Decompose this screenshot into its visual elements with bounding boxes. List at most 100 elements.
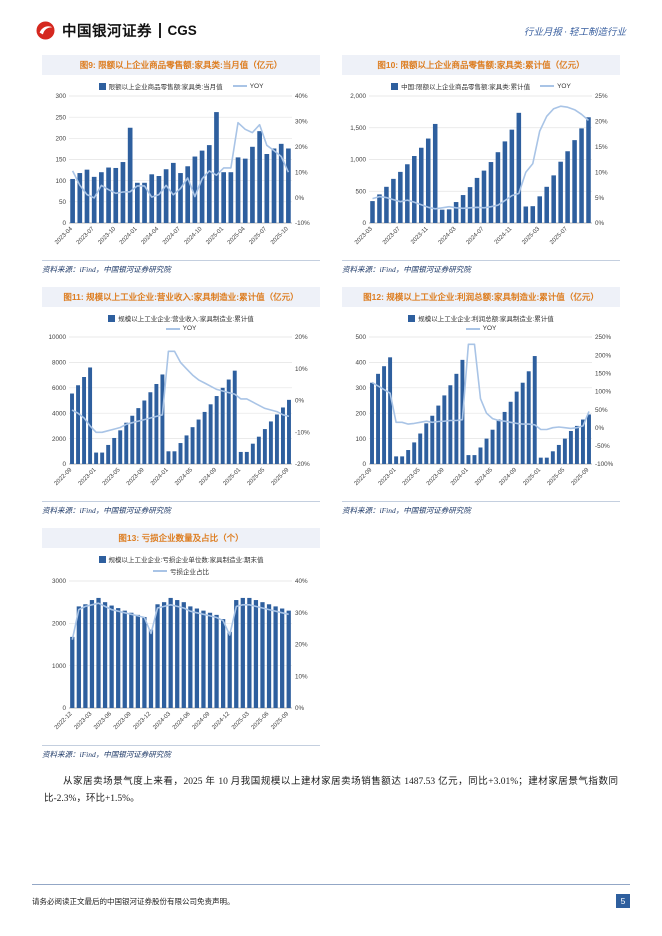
brand-name-en: CGS — [167, 23, 197, 38]
svg-text:40%: 40% — [295, 578, 308, 585]
figure11-title: 图11: 规模以上工业企业:营业收入:家具制造业:累计值（亿元） — [42, 287, 320, 307]
brand-divider — [159, 23, 161, 38]
svg-text:40%: 40% — [295, 93, 308, 100]
svg-text:2024-04: 2024-04 — [140, 226, 160, 246]
figure13-title: 图13: 亏损企业数量及占比（个） — [42, 528, 320, 548]
svg-text:2025-01: 2025-01 — [222, 467, 242, 487]
svg-text:10%: 10% — [295, 366, 308, 373]
svg-text:2022-12: 2022-12 — [54, 711, 74, 731]
galaxy-logo-icon — [36, 21, 55, 40]
svg-text:50: 50 — [59, 199, 67, 206]
page-header: 中国银河证券 CGS 行业月报 · 轻工制造行业 — [0, 0, 662, 45]
svg-text:4000: 4000 — [52, 410, 67, 417]
bar-series-swatch-icon — [98, 555, 106, 563]
figure10-title: 图10: 限额以上企业商品零售额:家具类:累计值（亿元） — [342, 55, 620, 75]
line-series-swatch-icon — [153, 570, 167, 572]
svg-text:2023-09: 2023-09 — [126, 467, 146, 487]
page-number-badge: 5 — [616, 894, 630, 908]
svg-text:0: 0 — [362, 220, 366, 227]
figure12-source: 资料来源：iFind，中国银河证券研究院 — [342, 501, 620, 516]
legend-bar-swatch-item: 规模以上工业企业:利润总额:家具制造业:累计值 — [408, 313, 554, 323]
svg-text:10000: 10000 — [48, 334, 66, 341]
svg-text:8000: 8000 — [52, 360, 67, 367]
svg-text:2022-09: 2022-09 — [54, 467, 74, 487]
figure10-chart: 0 500 1,000 1,500 2,000 0% 5% 10% 15% 20% 25% 2023-… — [342, 91, 620, 257]
svg-text:25%: 25% — [595, 93, 608, 100]
svg-text:20%: 20% — [595, 119, 608, 126]
figure11-chart: 0 2000 4000 6000 8000 10000 -20% -10% 0% 10% 20% 20… — [42, 332, 320, 498]
svg-text:-10%: -10% — [295, 220, 310, 227]
svg-text:2024-12: 2024-12 — [211, 711, 231, 731]
svg-text:100: 100 — [55, 178, 66, 185]
legend-line-swatch-item: YOY — [540, 83, 571, 90]
svg-text:5%: 5% — [595, 195, 605, 202]
svg-text:2023-11: 2023-11 — [410, 226, 430, 246]
svg-text:2000: 2000 — [52, 621, 67, 628]
svg-text:2025-03: 2025-03 — [521, 226, 541, 246]
svg-text:2023-01: 2023-01 — [378, 467, 398, 487]
brand-name-cn: 中国银河证券 — [62, 24, 152, 40]
svg-text:2000: 2000 — [52, 436, 67, 443]
figure9-title: 图9: 限额以上企业商品零售额:家具类:当月值（亿元） — [42, 55, 320, 75]
svg-text:-50%: -50% — [595, 443, 610, 450]
svg-text:50%: 50% — [595, 407, 608, 414]
figure11-source: 资料来源：iFind，中国银河证券研究院 — [42, 501, 320, 516]
figure10-legend: 中国:限额以上企业商品零售额:家具类:累计值 YOY — [342, 81, 620, 91]
svg-text:300: 300 — [55, 93, 66, 100]
svg-text:150: 150 — [55, 157, 66, 164]
figure12-title: 图12: 规模以上工业企业:利润总额:家具制造业:累计值（亿元） — [342, 287, 620, 307]
figure11-legend: 规模以上工业企业:营业收入:家具制造业:累计值 YOY — [42, 313, 320, 332]
line-series-swatch-icon — [465, 327, 480, 330]
figure12-chart: 0 100 200 300 400 500 -100% -50% 0% 50% 100% 150% 20… — [342, 332, 620, 498]
bar-series-swatch-icon — [98, 82, 106, 90]
svg-text:2025-03: 2025-03 — [231, 711, 251, 731]
brand: 中国银河证券 CGS — [36, 20, 197, 41]
svg-text:10%: 10% — [295, 169, 308, 176]
svg-text:1000: 1000 — [52, 663, 67, 670]
svg-text:20%: 20% — [295, 144, 308, 151]
svg-text:2024-09: 2024-09 — [198, 467, 218, 487]
svg-text:2023-09: 2023-09 — [426, 467, 446, 487]
line-series-swatch-icon — [165, 327, 180, 330]
svg-text:0%: 0% — [595, 425, 605, 432]
svg-text:2024-03: 2024-03 — [438, 226, 458, 246]
svg-text:2023-06: 2023-06 — [93, 711, 113, 731]
page-content: 图9: 限额以上企业商品零售额:家具类:当月值（亿元） 限额以上企业商品零售额:… — [0, 45, 662, 807]
svg-text:2024-01: 2024-01 — [150, 467, 170, 487]
figure9-source: 资料来源：iFind，中国银河证券研究院 — [42, 260, 320, 275]
svg-text:150%: 150% — [595, 370, 612, 377]
svg-text:0%: 0% — [295, 195, 305, 202]
svg-text:2024-07: 2024-07 — [162, 226, 182, 246]
svg-text:2025-06: 2025-06 — [251, 711, 271, 731]
svg-text:10%: 10% — [295, 673, 308, 680]
svg-text:0%: 0% — [595, 220, 605, 227]
svg-text:2023-05: 2023-05 — [102, 467, 122, 487]
svg-text:1,000: 1,000 — [350, 157, 366, 164]
figure9-chart: 0 50 100 150 200 250 300 -10% 0% 10% 20% 30% 40% 2023… — [42, 91, 320, 257]
legend-line-swatch-item: YOY — [465, 325, 496, 332]
svg-text:2023-12: 2023-12 — [133, 711, 153, 731]
svg-text:2023-09: 2023-09 — [113, 711, 133, 731]
svg-text:2024-06: 2024-06 — [172, 711, 192, 731]
figure11-block: 图11: 规模以上工业企业:营业收入:家具制造业:累计值（亿元） 规模以上工业企… — [42, 287, 320, 516]
svg-text:30%: 30% — [295, 610, 308, 617]
figure12-block: 图12: 规模以上工业企业:利润总额:家具制造业:累计值（亿元） 规模以上工业企… — [342, 287, 620, 516]
legend-bar-swatch-item: 中国:限额以上企业商品零售额:家具类:累计值 — [391, 81, 530, 91]
svg-text:2025-05: 2025-05 — [546, 467, 566, 487]
svg-text:0: 0 — [62, 461, 66, 468]
page-footer: 请务必阅读正文最后的中国银河证券股份有限公司免责声明。 5 — [32, 884, 630, 908]
bar-series-swatch-icon — [391, 82, 399, 90]
svg-text:0: 0 — [62, 220, 66, 227]
svg-text:2025-09: 2025-09 — [571, 467, 591, 487]
svg-text:2023-07: 2023-07 — [76, 226, 96, 246]
figure10-block: 图10: 限额以上企业商品零售额:家具类:累计值（亿元） 中国:限额以上企业商品… — [342, 55, 620, 275]
svg-text:2024-09: 2024-09 — [498, 467, 518, 487]
svg-text:2025-01: 2025-01 — [205, 226, 225, 246]
svg-text:20%: 20% — [295, 334, 308, 341]
legend-line-swatch-item: YOY — [165, 325, 196, 332]
svg-text:2024-05: 2024-05 — [174, 467, 194, 487]
svg-text:2022-09: 2022-09 — [354, 467, 374, 487]
figure12-legend: 规模以上工业企业:利润总额:家具制造业:累计值 YOY — [342, 313, 620, 332]
svg-text:2024-01: 2024-01 — [450, 467, 470, 487]
svg-text:2023-04: 2023-04 — [54, 226, 74, 246]
